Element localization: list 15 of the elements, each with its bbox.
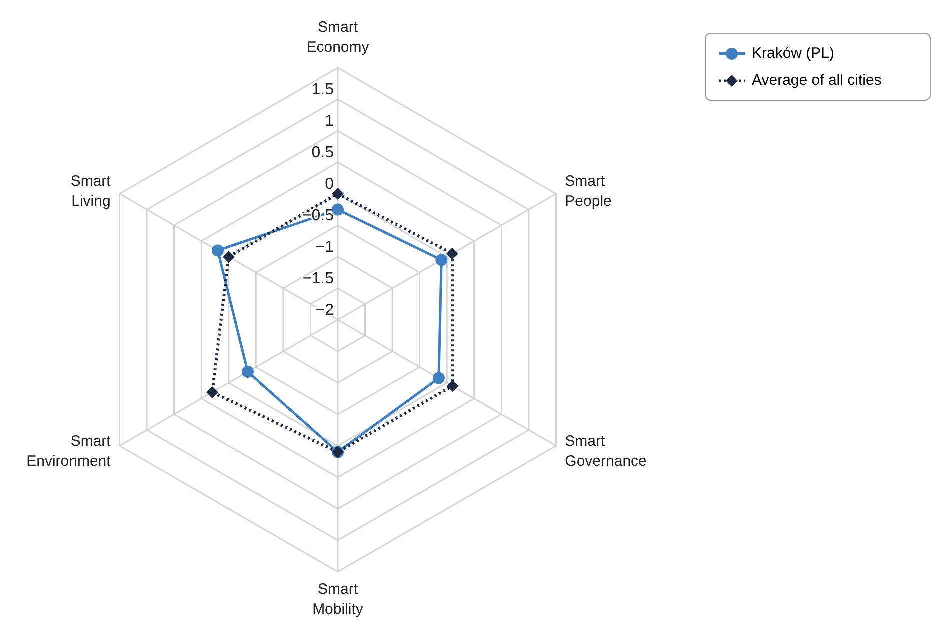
- y-tick-label: 0.5: [312, 144, 334, 162]
- y-tick-label: −1.5: [302, 270, 334, 288]
- spoke-label: Smart Governance: [565, 433, 647, 470]
- y-tick-label: 1: [325, 113, 334, 130]
- spoke-label: Smart Environment: [26, 433, 112, 470]
- legend-label: Kraków (PL): [752, 45, 835, 62]
- spoke-label: Smart Mobility: [312, 581, 364, 618]
- legend-label: Average of all cities: [752, 72, 882, 89]
- y-tick-label: −2: [316, 302, 334, 319]
- spoke-label: Smart People: [565, 173, 612, 210]
- y-tick-label: 1.5: [312, 82, 334, 98]
- spoke-label: Smart Living: [70, 173, 112, 210]
- y-tick-label: −1: [316, 239, 334, 256]
- spoke-label: Smart Economy: [306, 19, 370, 56]
- y-tick-label: 0: [325, 176, 334, 193]
